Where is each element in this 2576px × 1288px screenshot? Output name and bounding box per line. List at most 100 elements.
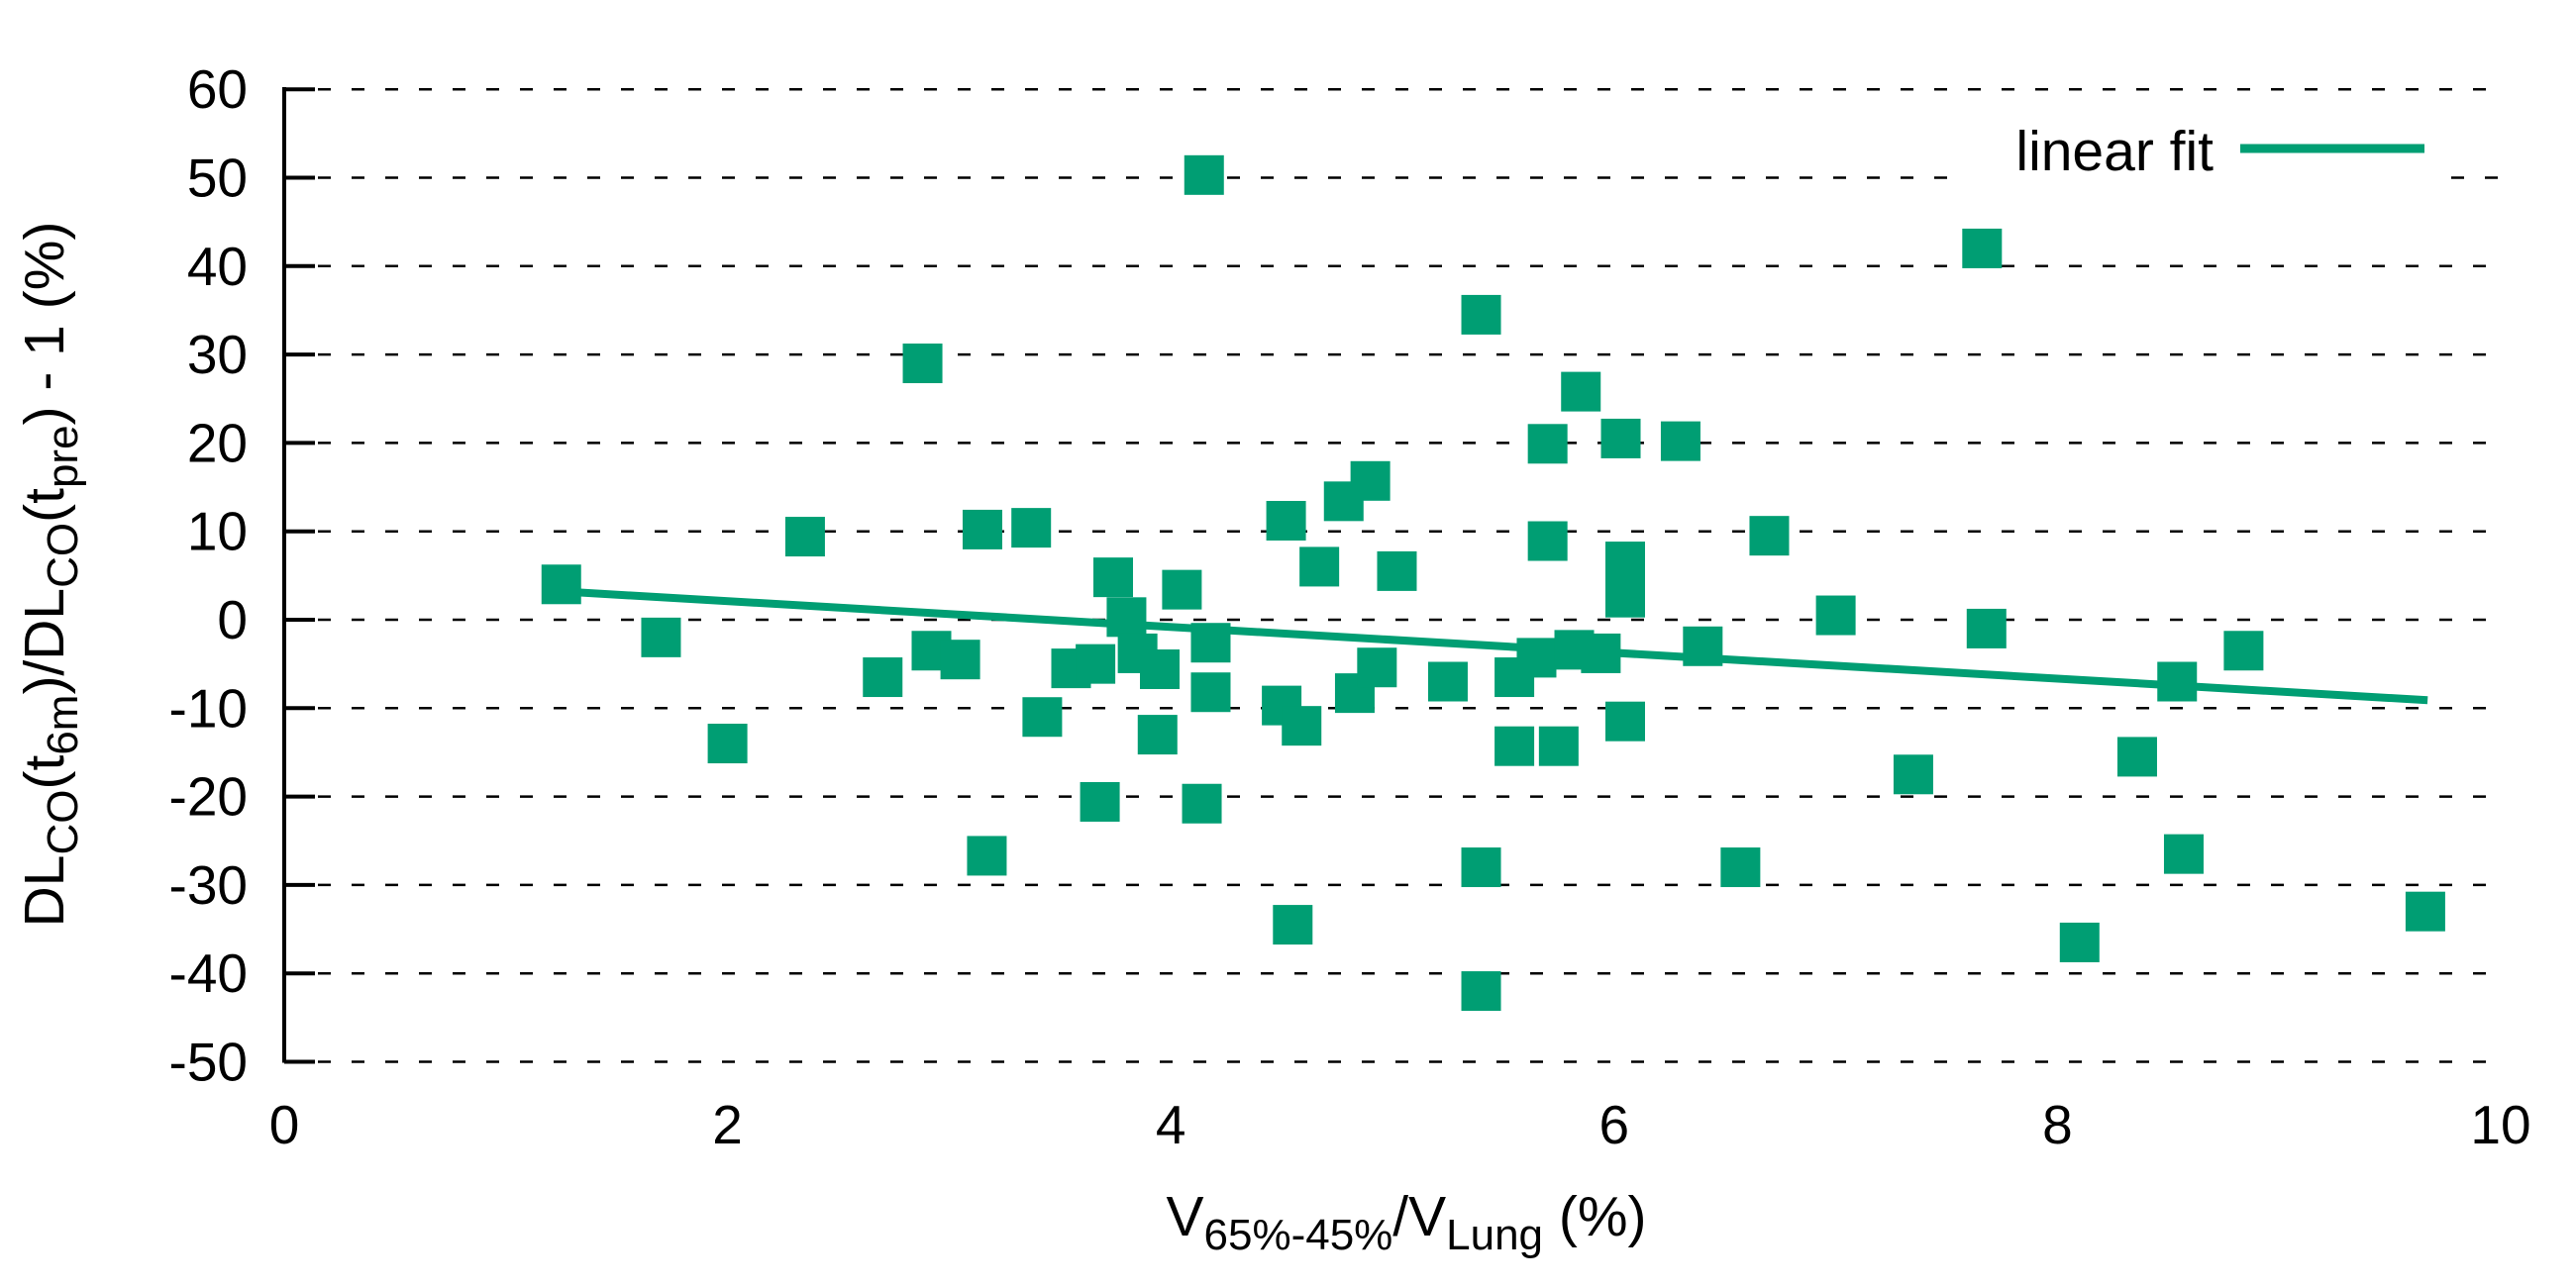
data-point [1093, 557, 1134, 598]
data-point [1106, 597, 1147, 638]
y-tick-label: 0 [217, 589, 248, 650]
label-text: (%) [1543, 1185, 1646, 1248]
data-point [1080, 781, 1120, 822]
y-tick-label: 60 [187, 58, 248, 120]
data-point [1190, 623, 1231, 663]
data-point [1427, 661, 1468, 702]
data-point [784, 517, 825, 557]
data-point [2405, 891, 2445, 932]
data-point [1182, 783, 1222, 824]
data-point [1076, 644, 1116, 684]
data-point [541, 564, 581, 605]
data-point [1461, 294, 1501, 335]
data-point [1140, 649, 1181, 690]
data-point [1190, 672, 1231, 713]
data-point [1162, 569, 1202, 610]
y-tick-label: -30 [169, 854, 249, 916]
y-tick-label: 40 [187, 236, 248, 297]
y-tick-marks [284, 87, 315, 1064]
label-text: /V [1392, 1185, 1446, 1248]
label-subscript: 65%-45% [1204, 1211, 1393, 1259]
data-point [1561, 371, 1601, 412]
data-point [1011, 508, 1052, 548]
data-points [541, 154, 2445, 1012]
data-point [1137, 715, 1178, 755]
data-point [863, 657, 903, 698]
x-tick-label: 8 [2042, 1094, 2073, 1155]
data-point [1604, 701, 1645, 742]
data-point [1893, 754, 1933, 795]
data-point [1538, 726, 1579, 766]
data-point [1516, 638, 1557, 678]
data-point [1683, 626, 1723, 666]
data-point [1357, 647, 1397, 688]
label-text: (t [13, 488, 76, 523]
data-point [1266, 500, 1306, 541]
data-point [707, 724, 748, 764]
legend: linear fit [2015, 120, 2424, 183]
data-point [1461, 847, 1501, 888]
data-point [2157, 661, 2198, 702]
data-point [940, 640, 980, 680]
y-tick-label: 50 [187, 148, 248, 209]
y-tick-label: -40 [169, 942, 249, 1004]
y-tick-label: 10 [187, 501, 248, 562]
data-point [1604, 577, 1645, 618]
data-point [962, 509, 1002, 549]
data-point [1461, 971, 1501, 1012]
label-text: )/DL [13, 588, 76, 695]
y-axis-label: DLCO(t6m)/DLCO(tpre) - 1 (%) [13, 222, 87, 928]
y-tick-label: -10 [169, 677, 249, 739]
data-point [2163, 834, 2204, 874]
label-text: (t [13, 755, 76, 790]
data-point [1184, 154, 1224, 195]
data-point [1273, 905, 1313, 945]
data-point [1282, 706, 1322, 746]
y-tick-labels: 60 50 40 30 20 10 0 -10 -20 -30 -40 -50 [169, 58, 249, 1092]
data-point [2059, 922, 2100, 962]
data-point [2116, 737, 2157, 777]
data-point [1527, 521, 1568, 561]
data-point [1299, 546, 1340, 587]
data-point [2223, 631, 2264, 671]
data-point [1749, 516, 1790, 556]
label-subscript: pre [39, 425, 87, 488]
data-point [1022, 697, 1063, 738]
x-tick-label: 0 [269, 1094, 300, 1155]
data-point [1604, 542, 1645, 582]
x-tick-label: 6 [1599, 1094, 1630, 1155]
data-point [902, 344, 943, 384]
label-subscript: CO [39, 523, 87, 588]
data-point [641, 617, 681, 657]
gridlines [284, 87, 2501, 1063]
data-point [1966, 608, 2007, 648]
data-point [1581, 633, 1621, 673]
data-point [1720, 847, 1761, 888]
x-tick-label: 2 [712, 1094, 743, 1155]
data-point [1527, 424, 1568, 464]
data-point [967, 836, 1007, 876]
x-tick-label: 10 [2470, 1094, 2530, 1155]
x-tick-labels: 0 2 4 6 8 10 [269, 1094, 2531, 1155]
data-point [1377, 550, 1417, 591]
label-subscript: 6m [39, 695, 87, 755]
data-point [1600, 418, 1641, 458]
y-tick-label: -50 [169, 1032, 249, 1093]
data-point [1815, 595, 1856, 636]
fit-line [561, 587, 2428, 705]
y-tick-label: 20 [187, 412, 248, 473]
x-axis-label: V65%-45%/VLung (%) [1166, 1185, 1646, 1259]
label-text: DL [13, 855, 76, 928]
y-tick-label: -20 [169, 766, 249, 828]
data-point [1962, 228, 2003, 268]
label-subscript: Lung [1446, 1211, 1543, 1259]
data-point [1494, 726, 1535, 766]
label-subscript: CO [39, 790, 87, 855]
y-tick-label: 30 [187, 324, 248, 385]
label-text: V [1166, 1185, 1203, 1248]
data-point [1350, 460, 1391, 501]
legend-label: linear fit [2015, 120, 2214, 183]
data-point [1660, 421, 1700, 461]
